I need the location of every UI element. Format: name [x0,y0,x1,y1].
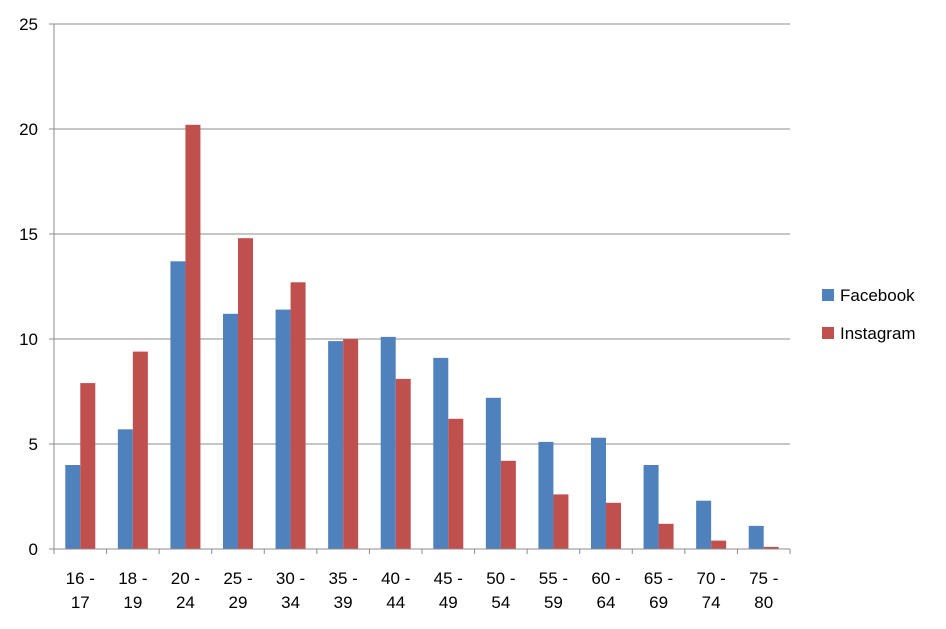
x-tick-label: 20 -24 [171,569,200,612]
bar-facebook [275,309,291,549]
bar-instagram [606,502,621,549]
bar-instagram [185,124,201,550]
bar-instagram [80,383,96,549]
y-tick-label: 0 [29,540,38,559]
bar-facebook [65,465,81,549]
bar-instagram [132,351,148,549]
bar-facebook [643,465,659,549]
x-tick-label: 70 -74 [696,569,725,612]
bar-facebook [538,441,554,549]
bar-instagram [763,546,779,549]
bar-instagram [658,523,674,549]
legend-label-facebook: Facebook [840,286,915,305]
bar-facebook [696,500,712,549]
x-axis-ticks: 16 -17 18 -19 20 -24 25 -29 30 -34 35 -39 40 -… [53,549,791,612]
bar-facebook [748,525,764,549]
y-tick-label: 20 [19,120,38,139]
x-tick-label: 40 -44 [381,569,410,612]
x-tick-label: 45 -49 [434,569,463,612]
bar-facebook [591,437,606,549]
legend-swatch-instagram [822,327,834,339]
x-tick-label: 35 -39 [328,569,357,612]
legend: Facebook Instagram [822,286,916,343]
bar-instagram [500,460,516,549]
bar-facebook [433,357,449,549]
bars [65,124,779,550]
x-tick-label: 60 -64 [591,569,620,612]
bar-instagram [553,494,569,549]
y-axis-ticks: 0 5 10 15 20 25 [19,15,54,559]
bar-instagram [238,238,253,549]
bar-facebook [328,341,344,549]
bar-instagram [395,378,411,549]
bar-instagram [448,418,464,549]
x-tick-label: 16 -17 [66,569,95,612]
bar-facebook [170,261,186,549]
bar-instagram [290,282,306,549]
x-tick-label: 18 -19 [118,569,147,612]
x-tick-label: 50 -54 [486,569,515,612]
y-tick-label: 5 [29,435,38,454]
x-tick-label: 75 -80 [749,569,778,612]
y-tick-label: 25 [19,15,38,34]
bar-facebook [117,429,133,549]
bar-instagram [343,339,359,549]
bar-facebook [380,336,396,549]
bar-instagram [711,540,727,549]
legend-label-instagram: Instagram [840,324,916,343]
bar-facebook [485,397,501,549]
x-tick-label: 65 -69 [644,569,673,612]
y-tick-label: 10 [19,330,38,349]
y-tick-label: 15 [19,225,38,244]
axes [53,24,790,550]
x-tick-label: 25 -29 [223,569,252,612]
x-tick-label: 55 -59 [539,569,568,612]
bar-facebook [223,313,238,549]
gridlines [54,23,790,445]
legend-swatch-facebook [822,289,834,301]
x-tick-label: 30 -34 [276,569,305,612]
